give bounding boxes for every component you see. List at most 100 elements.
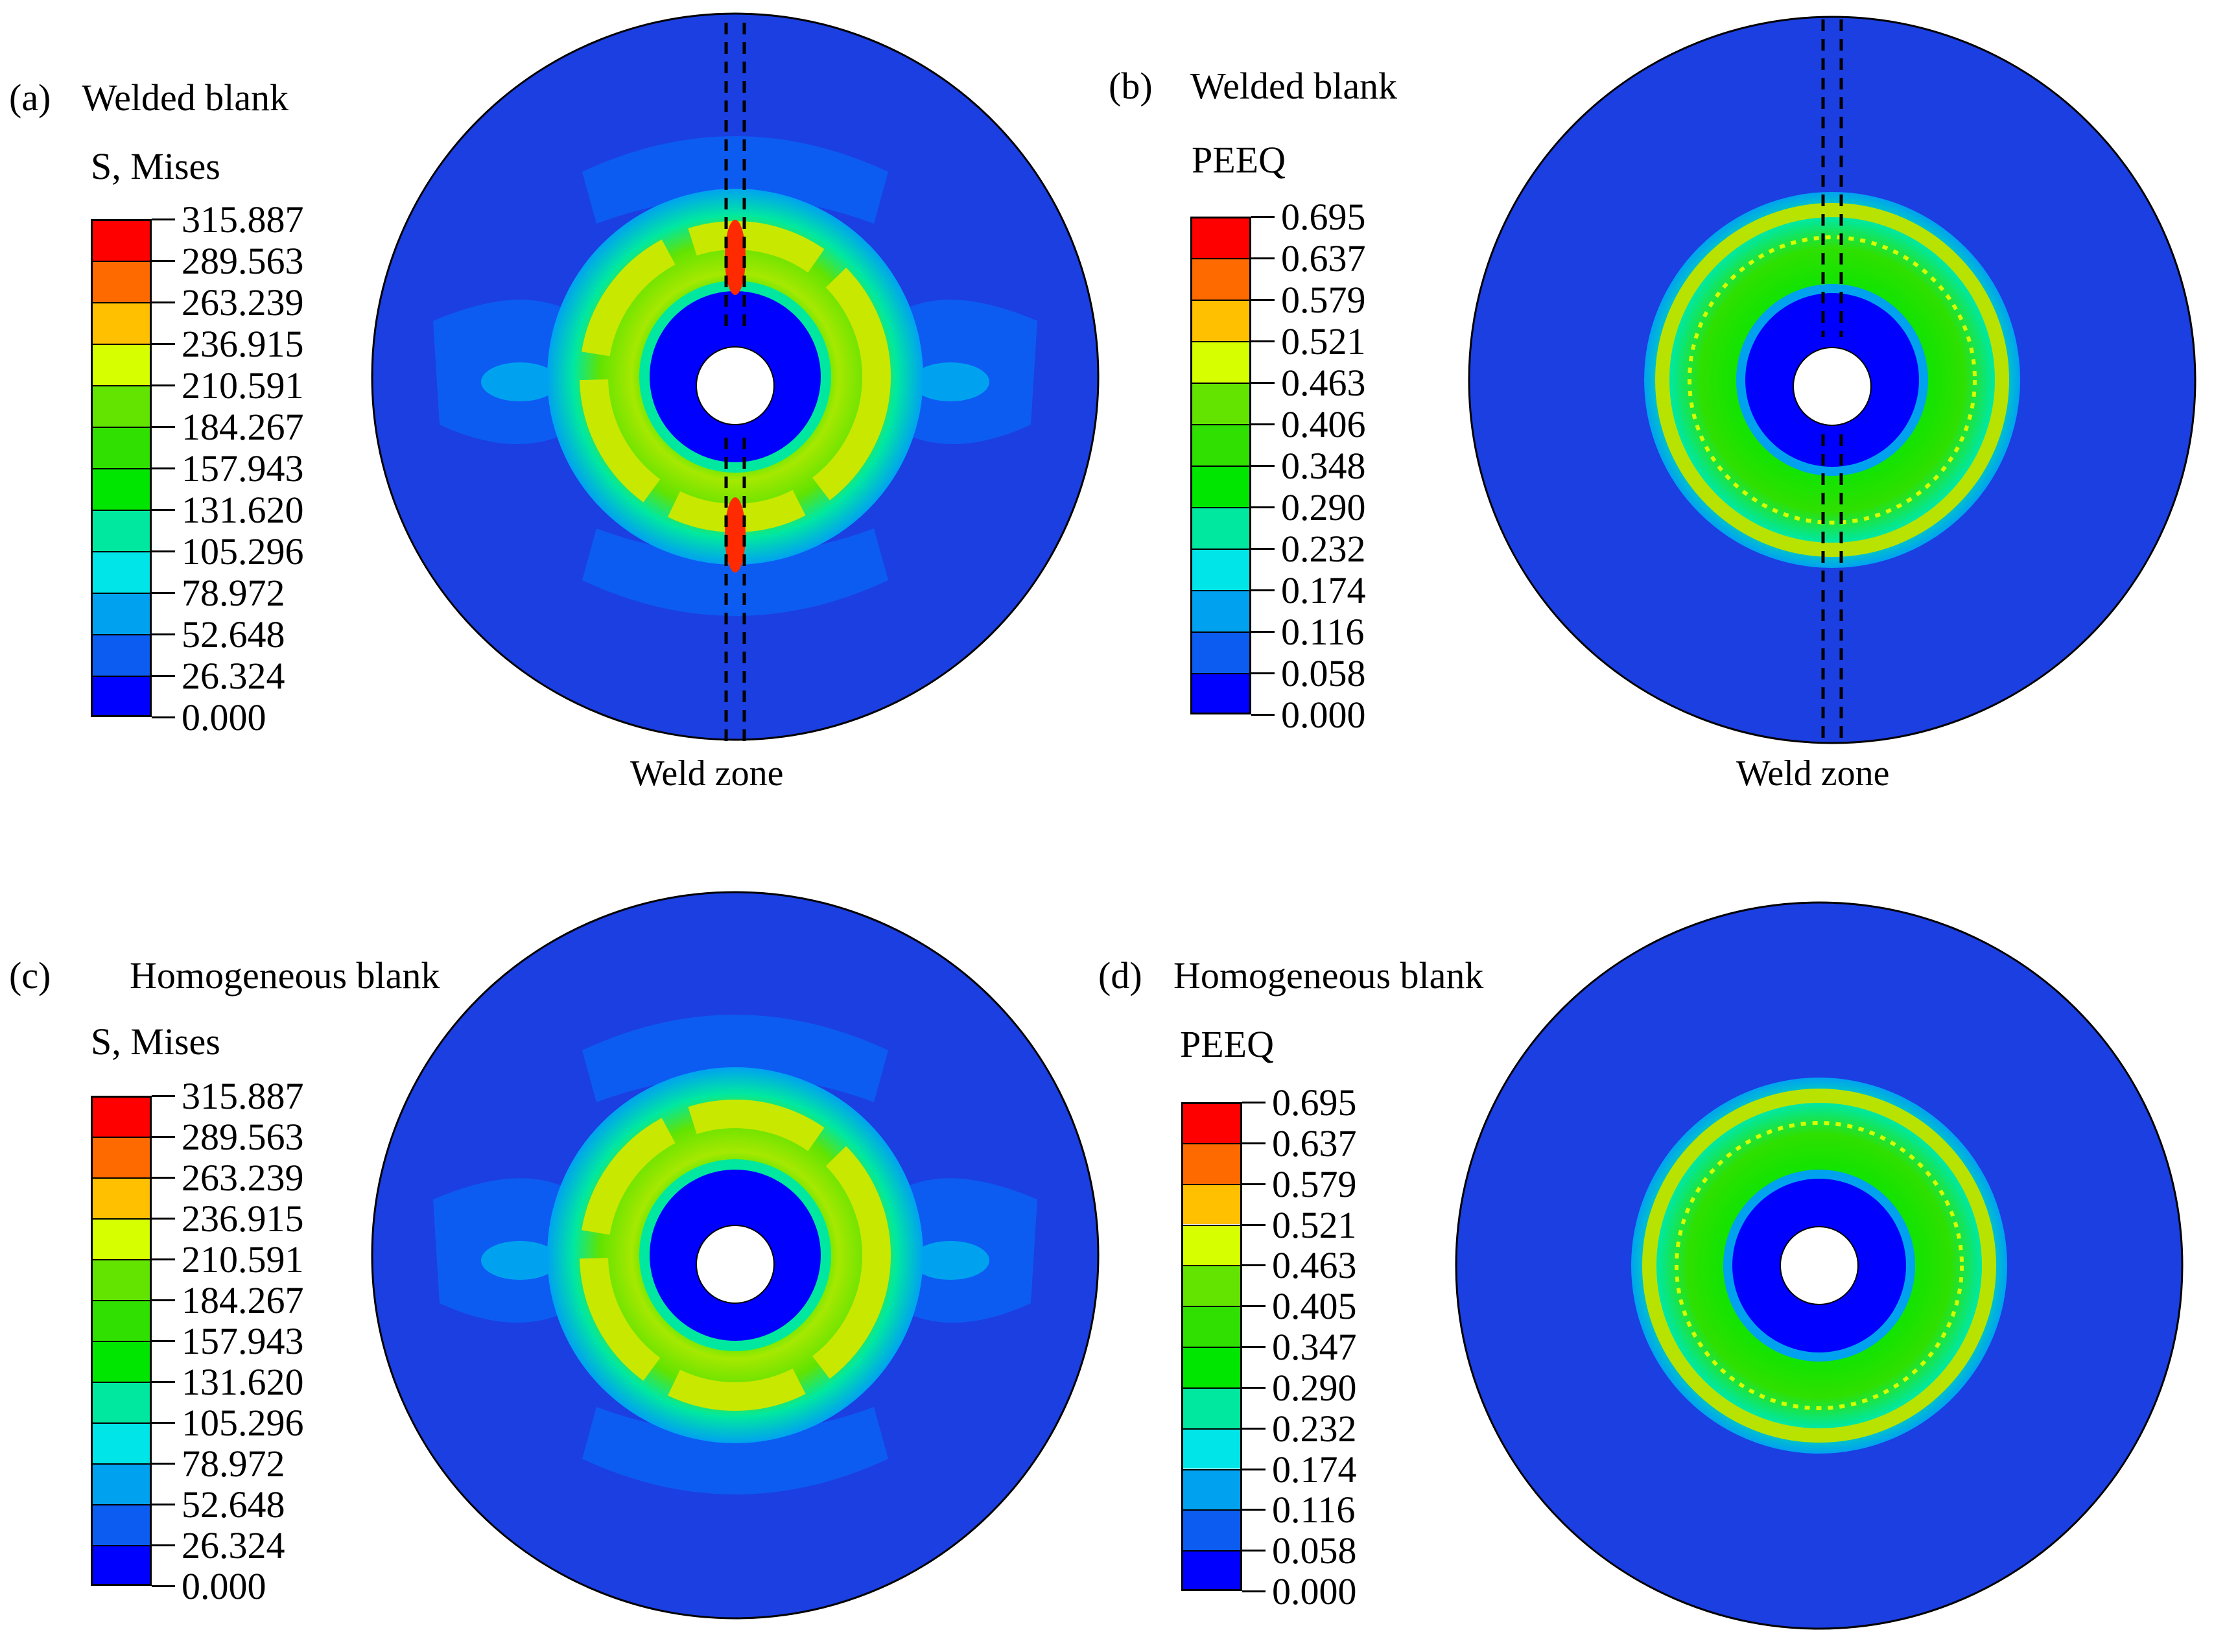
legend-tick-label: 0.406 xyxy=(1281,403,1366,445)
legend-band xyxy=(1181,1306,1242,1347)
legend-tick-label: 0.463 xyxy=(1272,1244,1357,1287)
stress-spot-right xyxy=(912,1241,989,1280)
legend-tick-label: 157.943 xyxy=(182,1320,304,1362)
legend-tick-label: 0.116 xyxy=(1281,611,1365,653)
stress-spot-left xyxy=(481,1241,559,1280)
legend-tick-label: 0.637 xyxy=(1272,1122,1357,1164)
legend-tick-label: 0.405 xyxy=(1272,1285,1357,1328)
legend-tick-mark xyxy=(1251,340,1275,342)
legend-tick-mark xyxy=(1251,423,1275,425)
legend-tick-mark xyxy=(152,218,175,220)
legend-tick-label: 0.232 xyxy=(1272,1407,1357,1450)
legend-band xyxy=(1190,673,1251,714)
contour-plot-b xyxy=(1468,16,2196,744)
legend-band xyxy=(91,1382,152,1422)
legend-tick-mark xyxy=(152,1544,175,1546)
legend-band xyxy=(91,593,152,634)
weld-zone-label-a: Weld zone xyxy=(630,753,784,794)
legend-tick-mark xyxy=(1242,1509,1266,1511)
legend-tick-mark xyxy=(152,1585,175,1587)
legend-band xyxy=(91,1300,152,1341)
legend-tick-mark xyxy=(152,592,175,594)
center-hole xyxy=(1793,347,1872,426)
legend-tick-label: 0.347 xyxy=(1272,1326,1357,1368)
legend-band xyxy=(91,1259,152,1300)
legend-tick-label: 0.058 xyxy=(1281,652,1366,694)
legend-band xyxy=(91,468,152,510)
legend-tick-label: 0.000 xyxy=(1281,694,1366,736)
legend-tick-mark xyxy=(1242,1468,1266,1470)
legend-tick-mark xyxy=(152,1177,175,1179)
legend-band xyxy=(1181,1265,1242,1306)
legend-tick-mark xyxy=(152,1463,175,1465)
legend-tick-label: 210.591 xyxy=(182,1238,304,1280)
legend-band xyxy=(91,510,152,551)
stress-lobe-bottom xyxy=(582,1407,888,1494)
legend-tick-label: 263.239 xyxy=(182,1157,304,1199)
legend-tick-label: 0.174 xyxy=(1272,1448,1357,1491)
legend-band xyxy=(91,1341,152,1382)
center-hole xyxy=(696,346,775,425)
panel-label-c: (c) xyxy=(9,954,51,997)
strain-ring-outer-band xyxy=(1655,203,2009,557)
legend-tick-label: 289.563 xyxy=(182,240,304,282)
legend-tick-mark xyxy=(1242,1550,1266,1552)
contour-plot-a xyxy=(371,12,1100,742)
legend-tick-mark xyxy=(1251,216,1275,218)
legend-tick-mark xyxy=(1242,1142,1266,1144)
legend-band xyxy=(91,634,152,676)
weld-hotspot-top xyxy=(725,220,746,295)
legend-tick-label: 0.695 xyxy=(1281,196,1366,238)
legend-tick-mark xyxy=(1242,1223,1266,1226)
legend-tick-label: 0.000 xyxy=(182,696,266,738)
legend-tick-mark xyxy=(152,1504,175,1505)
legend-tick-label: 0.174 xyxy=(1281,569,1366,611)
legend-tick-mark xyxy=(152,550,175,552)
legend-tick-label: 26.324 xyxy=(182,1524,285,1566)
legend-band xyxy=(1190,631,1251,673)
strain-ring-outer-band xyxy=(1642,1089,1996,1443)
legend-tick-mark xyxy=(152,1340,175,1342)
legend-tick-mark xyxy=(1251,465,1275,467)
panel-title-b: Welded blank xyxy=(1190,65,1398,107)
legend-tick-label: 157.943 xyxy=(182,447,304,490)
legend-band xyxy=(1190,590,1251,631)
legend-tick-label: 26.324 xyxy=(182,655,285,697)
legend-band xyxy=(1181,1428,1242,1469)
legend-band xyxy=(1190,383,1251,424)
legend-tick-mark xyxy=(152,509,175,511)
legend-tick-label: 0.232 xyxy=(1281,528,1366,570)
stress-spot-left xyxy=(481,362,559,401)
contour-plot-d xyxy=(1455,901,2184,1630)
legend-tick-mark xyxy=(1242,1102,1266,1103)
legend-tick-mark xyxy=(152,260,175,262)
legend-tick-mark xyxy=(1251,548,1275,550)
legend-tick-mark xyxy=(152,1299,175,1301)
legend-band xyxy=(1181,1183,1242,1225)
legend-band xyxy=(91,302,152,344)
legend-band xyxy=(1190,341,1251,383)
legend-tick-label: 131.620 xyxy=(182,489,304,531)
legend-tick-label: 289.563 xyxy=(182,1116,304,1158)
legend-band xyxy=(91,1463,152,1504)
legend-tick-label: 315.887 xyxy=(182,198,304,241)
legend-tick-mark xyxy=(152,716,175,718)
legend-band xyxy=(91,385,152,427)
legend-tick-label: 184.267 xyxy=(182,406,304,448)
legend-band xyxy=(1190,300,1251,341)
strain-dotted-arc xyxy=(1688,235,1977,525)
legend-tick-label: 0.521 xyxy=(1272,1203,1357,1246)
legend-tick-mark xyxy=(1242,1346,1266,1348)
panel-title-c: Homogeneous blank xyxy=(130,954,440,997)
legend-tick-mark xyxy=(152,1136,175,1138)
legend-band xyxy=(91,344,152,385)
legend-tick-label: 315.887 xyxy=(182,1075,304,1117)
legend-tick-label: 52.648 xyxy=(182,613,285,655)
legend-tick-label: 0.000 xyxy=(1272,1570,1357,1612)
legend-frame xyxy=(1181,1102,1242,1591)
legend-tick-label: 0.116 xyxy=(1272,1489,1356,1531)
legend-tick-label: 105.296 xyxy=(182,530,304,572)
legend-band xyxy=(1181,1550,1242,1591)
legend-frame xyxy=(1190,217,1251,714)
legend-tick-label: 210.591 xyxy=(182,364,304,407)
